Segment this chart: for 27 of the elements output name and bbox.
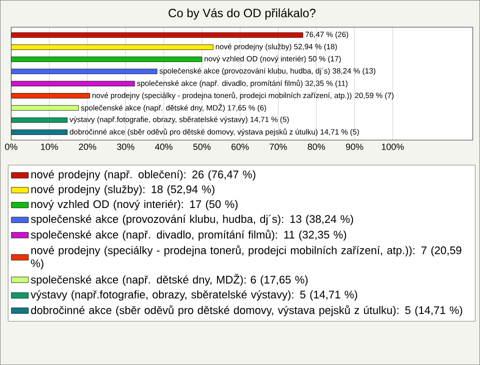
legend-label: nové prodejny (služby): 18 (52,94 %) xyxy=(31,184,214,196)
x-tick-label: 70% xyxy=(270,144,287,150)
legend-label: nový vzhled OD (nový interiér): 17 (50 %) xyxy=(31,200,238,210)
x-tick-label: 40% xyxy=(154,144,172,150)
x-tick-label: 80% xyxy=(308,144,326,150)
x-tick-label: 20% xyxy=(78,144,96,150)
x-tick-label: 0% xyxy=(5,144,18,150)
legend-label: nové prodejny (např. oblečení): 26 (76,47 %) xyxy=(31,170,256,180)
chart-title: Co by Vás do OD přilákalo? xyxy=(168,8,316,20)
legend-label: společenské akce (provozování klubu, hudba, dj´s): 13 (38,24 %) xyxy=(30,214,354,226)
legend-label: výstavy (např.fotografie, obrazy, sběratelské výstavy): 5 (14,71 %) xyxy=(30,290,358,301)
x-tick-label: 10% xyxy=(41,144,58,150)
x-tick-label: 30% xyxy=(116,144,134,150)
legend-label: společenské akce (např. dětské dny, MDŽ): 6 (17,65 %) xyxy=(30,274,308,286)
x-tick-label: 50% xyxy=(193,144,211,150)
legend-label: společenské akce (např. divadlo, promítání filmů): 11 (32,35 %) xyxy=(30,230,346,241)
legend-label: dobročinné akce (sběr oděvů pro dětské domovy, výstava pejsků z útulku): 5 (14,71 %) xyxy=(31,305,462,316)
bar xyxy=(11,68,158,74)
bar xyxy=(11,117,68,123)
bar xyxy=(11,44,214,50)
bar xyxy=(11,129,68,135)
x-tick-label: 60% xyxy=(232,144,249,150)
legend-label: nové prodejny (speciálky - prodejna tonerů, prodejci mobilních zařízení, atp.)): 7 (20,59 %) xyxy=(31,245,462,270)
x-tick-label: 90% xyxy=(346,144,364,150)
x-tick-label: 100% xyxy=(382,144,404,150)
bar xyxy=(11,32,304,38)
bar xyxy=(11,56,202,62)
